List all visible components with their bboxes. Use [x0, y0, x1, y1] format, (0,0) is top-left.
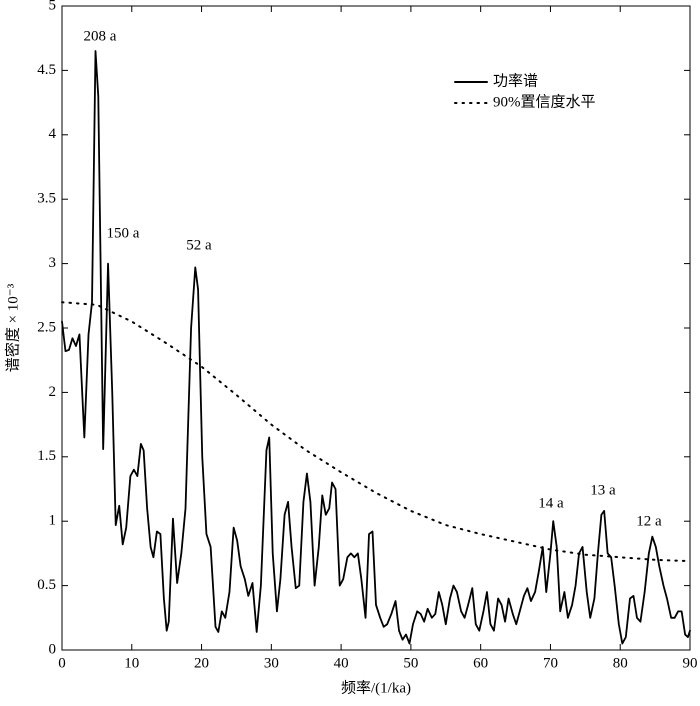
y-tick-label: 5: [49, 0, 57, 13]
y-axis-label: 谱密度 × 10⁻³: [4, 283, 21, 372]
peak-annotation: 150 a: [107, 225, 140, 241]
y-tick-label: 0.5: [37, 577, 56, 593]
x-axis-label: 频率/(1/ka): [341, 679, 411, 696]
x-tick-label: 50: [403, 655, 418, 671]
y-tick-label: 0: [49, 641, 57, 657]
peak-annotation: 14 a: [538, 495, 564, 511]
peak-annotation: 52 a: [186, 237, 212, 253]
y-tick-label: 3.5: [37, 191, 56, 207]
x-tick-label: 40: [334, 655, 349, 671]
spectrum-line: [61, 50, 691, 645]
y-tick-label: 3: [49, 255, 57, 271]
x-tick-label: 90: [683, 655, 698, 671]
y-tick-label: 4.5: [37, 62, 56, 78]
y-tick-label: 1.5: [37, 448, 56, 464]
peak-annotation: 208 a: [84, 28, 117, 44]
x-tick-label: 70: [543, 655, 558, 671]
x-tick-label: 80: [613, 655, 628, 671]
x-tick-label: 10: [124, 655, 139, 671]
y-tick-label: 4: [49, 126, 57, 142]
peak-annotation: 13 a: [590, 482, 616, 498]
legend-label: 功率谱: [493, 72, 538, 89]
x-tick-label: 30: [264, 655, 279, 671]
y-tick-label: 2.5: [37, 319, 56, 335]
x-tick-label: 20: [194, 655, 209, 671]
legend-label: 90%置信度水平: [493, 93, 596, 110]
x-tick-label: 0: [58, 655, 66, 671]
y-tick-label: 1: [49, 513, 57, 529]
confidence-line: [61, 301, 691, 563]
x-tick-label: 60: [473, 655, 488, 671]
y-tick-label: 2: [49, 384, 57, 400]
peak-annotation: 12 a: [636, 513, 662, 529]
